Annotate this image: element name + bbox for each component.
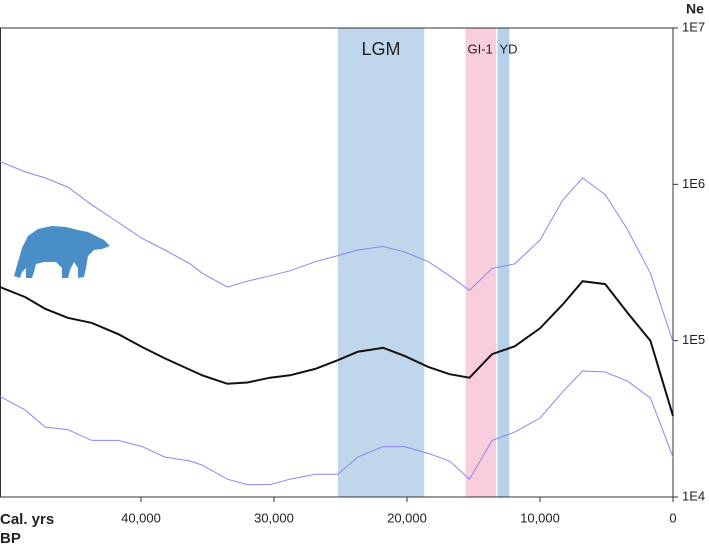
band-label: GI-1 xyxy=(468,41,493,56)
bear-icon xyxy=(14,226,110,278)
x-tick-label: 10,000 xyxy=(520,510,560,525)
x-tick-label: 30,000 xyxy=(254,510,294,525)
y-tick-label: 1E6 xyxy=(682,176,705,191)
series-line xyxy=(0,280,674,417)
band xyxy=(465,28,497,497)
y-tick-label: 1E5 xyxy=(682,332,705,347)
band xyxy=(337,28,425,497)
x-tick-label: 40,000 xyxy=(121,510,161,525)
x-tick-label: 0 xyxy=(669,510,676,525)
band xyxy=(497,28,510,497)
band-label: YD xyxy=(499,41,517,56)
series-line xyxy=(0,370,674,486)
y-tick-label: 1E4 xyxy=(682,488,705,503)
x-axis-title: Cal. yrs BP xyxy=(0,511,55,547)
y-tick-label: 1E7 xyxy=(682,19,705,34)
plot-frame xyxy=(0,27,674,498)
x-tick-label: 20,000 xyxy=(387,510,427,525)
series-line xyxy=(0,161,674,343)
bands: LGM GI-1 YD xyxy=(337,28,517,497)
y-axis-title: Ne xyxy=(686,1,704,17)
band-label: LGM xyxy=(362,39,401,59)
